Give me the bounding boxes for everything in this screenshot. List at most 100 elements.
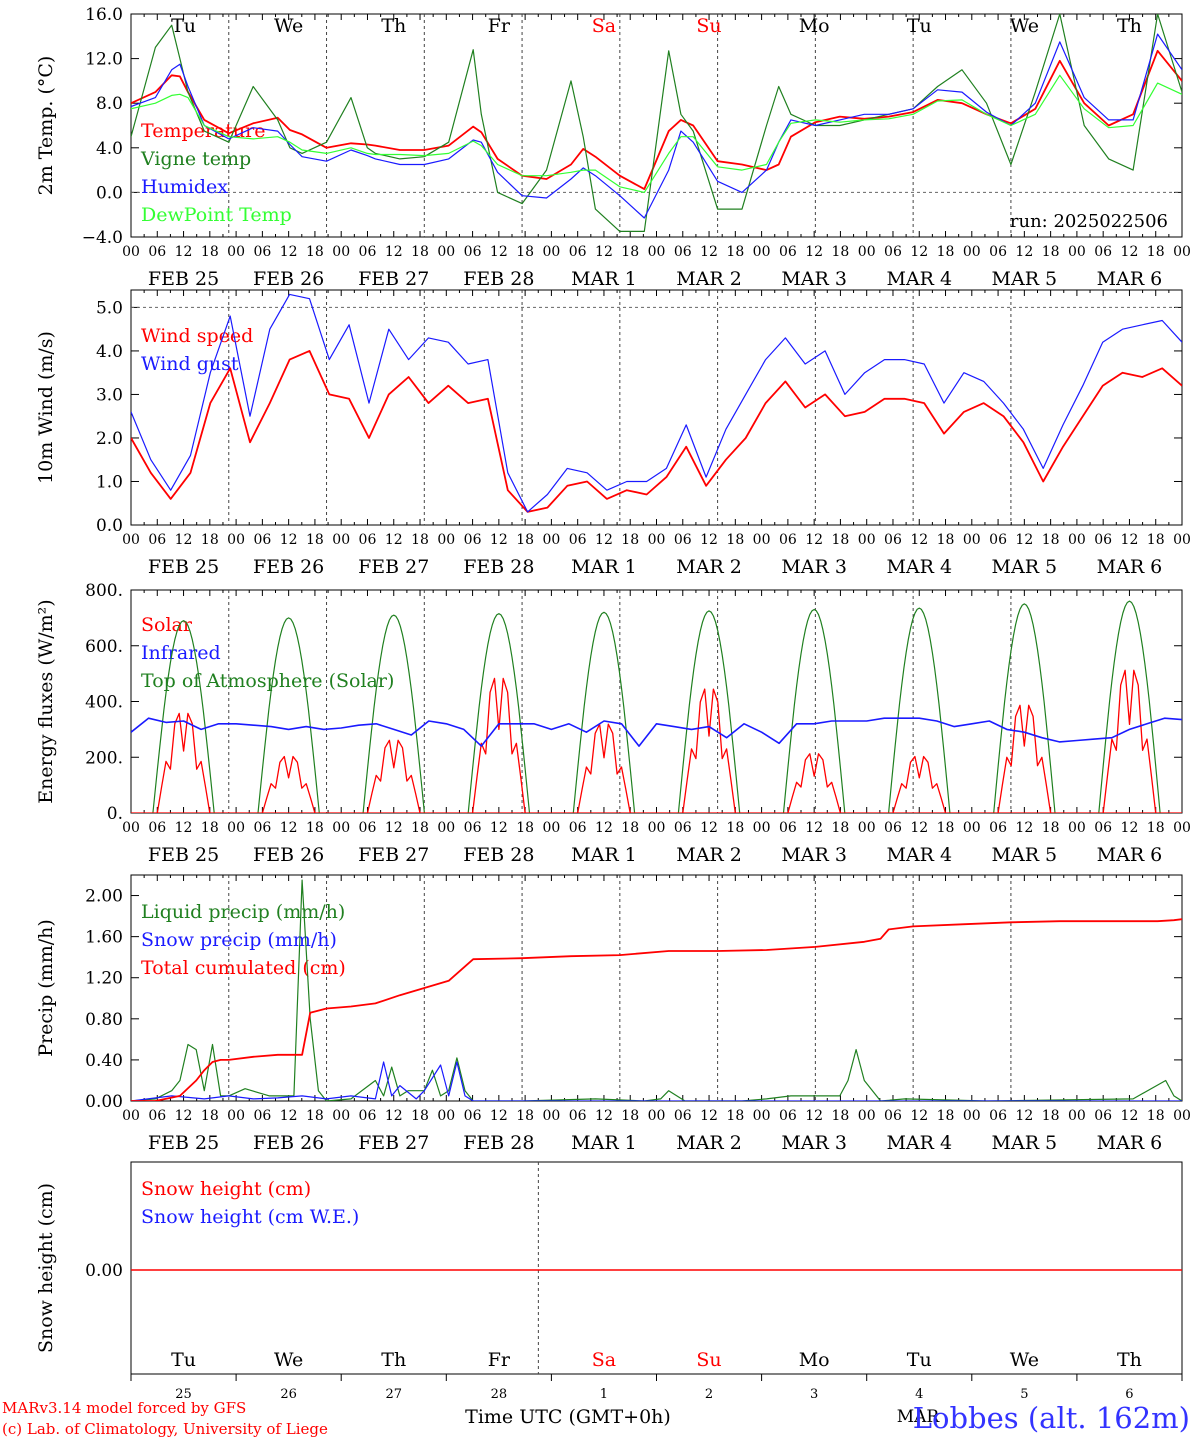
x-tick-label: 00 — [648, 820, 666, 836]
x-tick-label: 18 — [1147, 244, 1165, 260]
date-label: FEB 27 — [358, 556, 429, 578]
x-tick-label: 18 — [1147, 1108, 1165, 1124]
y-tick-label: 0.0 — [96, 183, 123, 203]
x-tick-label: 00 — [227, 532, 245, 548]
weekday-label: Tu — [171, 15, 196, 37]
date-label: FEB 27 — [358, 844, 429, 866]
weekday-label: Th — [1117, 15, 1142, 37]
x-tick-label: 12 — [385, 1108, 403, 1124]
x-tick-label: 06 — [148, 532, 166, 548]
x-tick-label: 00 — [542, 244, 560, 260]
solar-day — [682, 688, 736, 813]
x-tick-label: 06 — [359, 532, 377, 548]
footer-month: MAR — [897, 1407, 941, 1427]
day-number: 25 — [175, 1387, 192, 1402]
infrared-line — [131, 717, 1182, 747]
y-tick-label: 600. — [85, 637, 123, 657]
date-label: MAR 6 — [1097, 268, 1163, 290]
x-tick-label: 00 — [227, 820, 245, 836]
x-tick-label: 06 — [989, 244, 1007, 260]
x-tick-label: 00 — [1068, 244, 1086, 260]
plot-frame — [130, 589, 1183, 814]
y-tick-label: 4.0 — [96, 342, 123, 362]
x-tick-label: 00 — [332, 820, 350, 836]
x-tick-label: 12 — [700, 1108, 718, 1124]
day-number: 26 — [280, 1387, 297, 1402]
day-number: 6 — [1125, 1387, 1133, 1402]
y-axis-label: Precip (mm/h) — [35, 919, 57, 1057]
x-tick-label: 00 — [648, 532, 666, 548]
legend-entry: Snow height (cm) — [141, 1178, 311, 1200]
series-line-wind-speed — [131, 349, 1182, 513]
x-tick-label: 18 — [1042, 532, 1060, 548]
weekday-label: Fr — [488, 1349, 511, 1371]
x-tick-label: 00 — [1173, 820, 1191, 836]
x-tick-label: 06 — [674, 1108, 692, 1124]
solar-day — [577, 723, 631, 813]
x-tick-label: 06 — [148, 244, 166, 260]
x-tick-label: 18 — [726, 1108, 744, 1124]
toa-solar-arch — [993, 603, 1056, 813]
x-tick-label: 00 — [437, 244, 455, 260]
solar-day — [366, 739, 421, 813]
x-tick-label: 06 — [674, 820, 692, 836]
x-tick-label: 18 — [1042, 820, 1060, 836]
date-label: FEB 28 — [463, 844, 534, 866]
x-tick-label: 06 — [464, 532, 482, 548]
x-tick-label: 00 — [858, 820, 876, 836]
date-label: FEB 28 — [463, 268, 534, 290]
x-tick-label: 12 — [1015, 820, 1033, 836]
x-axis-title: Time UTC (GMT+0h) — [465, 1406, 671, 1428]
panel-5: 0.00 Snow height (cm) Snow height (cm) Snow… — [35, 1161, 1183, 1402]
x-tick-label: 18 — [516, 820, 534, 836]
x-tick-label: 18 — [726, 532, 744, 548]
x-tick-label: 12 — [280, 244, 298, 260]
x-tick-label: 00 — [332, 244, 350, 260]
y-tick-label: 3.0 — [96, 385, 123, 405]
date-label: MAR 2 — [676, 844, 742, 866]
solar-day — [471, 677, 526, 813]
day-number: 1 — [600, 1387, 608, 1402]
x-tick-label: 12 — [280, 532, 298, 548]
x-tick-label: 06 — [989, 820, 1007, 836]
x-tick-label: 00 — [648, 1108, 666, 1124]
x-tick-label: 06 — [1094, 244, 1112, 260]
x-tick-label: 12 — [910, 1108, 928, 1124]
legend-entry: Wind gust — [141, 353, 239, 375]
legend-entry: Vigne temp — [140, 148, 251, 170]
x-tick-label: 06 — [253, 244, 271, 260]
date-label: FEB 26 — [253, 1132, 324, 1154]
date-label: MAR 2 — [676, 268, 742, 290]
panel-3: 00 06 12 18 00 06 12 18 00 06 12 18 00 06 12 18 00 06 12 18… — [35, 581, 1191, 866]
x-tick-label: 18 — [306, 820, 324, 836]
solar-day — [1102, 669, 1157, 813]
x-tick-label: 18 — [621, 1108, 639, 1124]
x-tick-label: 00 — [963, 1108, 981, 1124]
x-tick-label: 18 — [621, 532, 639, 548]
x-tick-label: 00 — [858, 532, 876, 548]
x-tick-label: 00 — [1068, 820, 1086, 836]
x-tick-label: 18 — [411, 244, 429, 260]
x-tick-label: 06 — [569, 532, 587, 548]
toa-solar-arch — [677, 610, 741, 813]
x-tick-label: 12 — [175, 820, 193, 836]
x-tick-label: 12 — [1121, 1108, 1139, 1124]
x-tick-label: 18 — [726, 244, 744, 260]
weekday-label: We — [274, 15, 303, 37]
x-tick-label: 00 — [858, 244, 876, 260]
day-number: 4 — [915, 1387, 923, 1402]
legend-entry: Liquid precip (mm/h) — [141, 901, 345, 923]
x-tick-label: 18 — [726, 820, 744, 836]
x-tick-label: 00 — [437, 532, 455, 548]
x-tick-label: 00 — [753, 1108, 771, 1124]
date-label: MAR 6 — [1097, 556, 1163, 578]
x-tick-label: 00 — [122, 532, 140, 548]
x-tick-label: 00 — [332, 532, 350, 548]
x-tick-label: 06 — [569, 1108, 587, 1124]
date-label: MAR 4 — [886, 1132, 952, 1154]
x-tick-label: 00 — [227, 244, 245, 260]
x-tick-label: 06 — [148, 820, 166, 836]
x-tick-label: 06 — [464, 820, 482, 836]
x-tick-label: 06 — [253, 820, 271, 836]
